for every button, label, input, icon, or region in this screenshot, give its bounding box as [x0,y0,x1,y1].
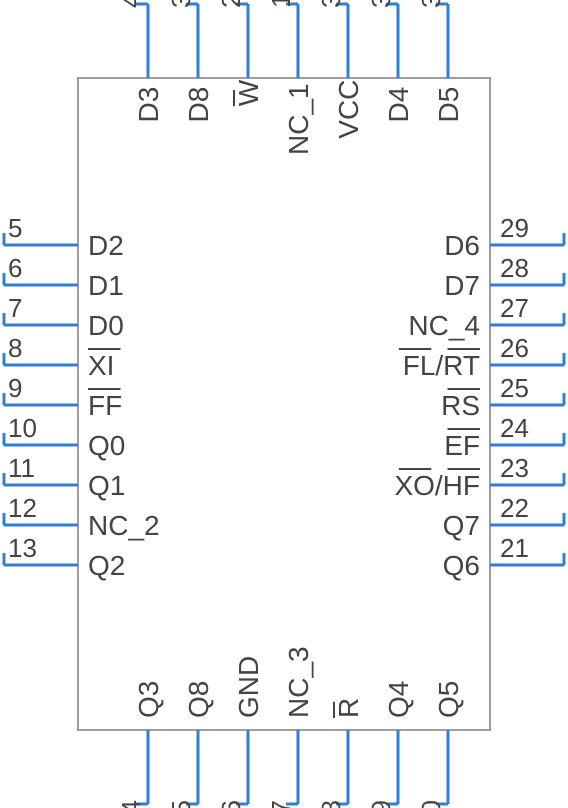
svg-text:Q2: Q2 [88,550,125,581]
svg-text:13: 13 [8,533,37,563]
svg-text:FL/RT: FL/RT [403,350,480,381]
svg-text:30: 30 [416,0,446,8]
svg-text:15: 15 [166,800,196,808]
svg-text:29: 29 [500,213,529,243]
svg-text:26: 26 [500,333,529,363]
svg-text:NC_1: NC_1 [283,83,314,155]
svg-text:Q6: Q6 [443,550,480,581]
svg-text:16: 16 [216,800,246,808]
svg-text:Q8: Q8 [183,681,214,718]
svg-text:3: 3 [166,0,196,8]
svg-text:23: 23 [500,453,529,483]
svg-text:Q0: Q0 [88,430,125,461]
svg-text:9: 9 [8,373,22,403]
svg-text:Q4: Q4 [383,681,414,718]
svg-text:27: 27 [500,293,529,323]
svg-text:D5: D5 [433,87,464,123]
svg-text:NC_3: NC_3 [283,646,314,718]
svg-text:RS: RS [441,390,480,421]
svg-text:Q1: Q1 [88,470,125,501]
svg-text:31: 31 [366,0,396,8]
svg-text:W: W [233,79,264,106]
svg-text:32: 32 [316,0,346,8]
svg-text:EF: EF [444,430,480,461]
svg-text:Q3: Q3 [133,681,164,718]
svg-text:D0: D0 [88,310,124,341]
svg-text:12: 12 [8,493,37,523]
svg-text:R: R [333,698,364,718]
svg-text:20: 20 [416,800,446,808]
svg-text:FF: FF [88,390,122,421]
ic-schematic-diagram: 4 D3 3 D8 2 W 1 NC_1 32 VCC 31 D4 30 D5 14 Q3 15 Q8 16 GND 1… [0,0,568,808]
svg-text:VCC: VCC [333,80,364,139]
svg-text:10: 10 [8,413,37,443]
svg-text:14: 14 [116,800,146,808]
svg-text:D2: D2 [88,230,124,261]
svg-text:17: 17 [266,800,296,808]
svg-text:22: 22 [500,493,529,523]
svg-text:D4: D4 [383,87,414,123]
svg-text:18: 18 [316,800,346,808]
svg-text:NC_2: NC_2 [88,510,160,541]
svg-text:25: 25 [500,373,529,403]
svg-text:2: 2 [216,0,246,8]
svg-text:D1: D1 [88,270,124,301]
svg-text:19: 19 [366,800,396,808]
svg-text:4: 4 [116,0,146,8]
svg-text:1: 1 [266,0,296,8]
svg-text:NC_4: NC_4 [408,310,480,341]
svg-text:5: 5 [8,213,22,243]
svg-text:XO/HF: XO/HF [394,470,480,501]
svg-text:28: 28 [500,253,529,283]
svg-text:6: 6 [8,253,22,283]
svg-text:D8: D8 [183,87,214,123]
svg-text:11: 11 [8,453,35,483]
svg-text:D7: D7 [444,270,480,301]
svg-text:Q7: Q7 [443,510,480,541]
svg-text:7: 7 [8,293,22,323]
svg-text:Q5: Q5 [433,681,464,718]
svg-text:21: 21 [500,533,529,563]
svg-text:24: 24 [500,413,529,443]
svg-text:GND: GND [233,656,264,718]
svg-text:8: 8 [8,333,22,363]
svg-text:D3: D3 [133,87,164,123]
svg-text:XI: XI [88,350,114,381]
svg-text:D6: D6 [444,230,480,261]
chip-body [78,78,490,730]
